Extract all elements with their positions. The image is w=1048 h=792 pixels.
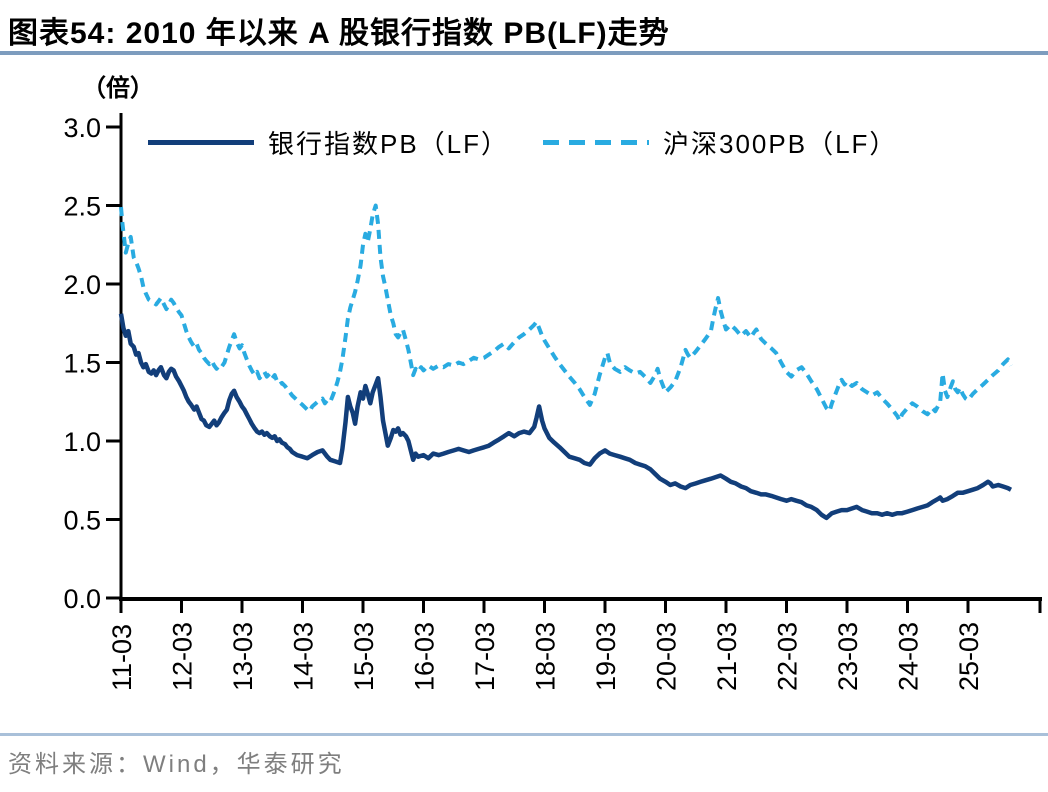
- y-tick-label: 1.5: [63, 349, 101, 379]
- x-tick-label: 18-03: [531, 622, 561, 691]
- x-tick-label: 19-03: [591, 622, 621, 691]
- y-tick-label: 2.0: [63, 270, 101, 300]
- y-axis-unit-label: （倍）: [82, 75, 154, 102]
- x-tick-label: 22-03: [773, 622, 803, 691]
- x-tick-label: 15-03: [349, 622, 379, 691]
- legend-item-csi300-pb: 沪深300PB（LF）: [543, 126, 898, 159]
- x-tick-label: 23-03: [833, 622, 863, 691]
- x-tick-label: 13-03: [228, 622, 258, 691]
- legend-label-bank-pb: 银行指数PB（LF）: [268, 128, 510, 159]
- x-tick-label: 20-03: [652, 622, 682, 691]
- legend-label-csi300-pb: 沪深300PB（LF）: [663, 128, 898, 159]
- title-underline: [0, 51, 1048, 55]
- x-tick-label: 24-03: [894, 622, 924, 691]
- source-note: 资料来源：Wind，华泰研究: [8, 751, 345, 778]
- legend-item-bank-pb: 银行指数PB（LF）: [148, 126, 510, 159]
- x-tick-label: 12-03: [168, 622, 198, 691]
- y-tick-label: 0.5: [63, 506, 101, 536]
- x-tick-label: 11-03: [107, 624, 137, 691]
- bank-pb-line: [118, 313, 1013, 521]
- x-tick-label: 21-03: [712, 622, 742, 691]
- y-tick-label: 0.0: [63, 584, 101, 614]
- chart-title: 图表54: 2010 年以来 A 股银行指数 PB(LF)走势: [8, 17, 670, 50]
- y-tick-label: 1.0: [63, 427, 101, 457]
- csi300-pb-line: [119, 203, 1013, 423]
- csi300-pb-line-swatch: [543, 139, 649, 145]
- x-tick-label: 17-03: [470, 622, 500, 691]
- y-tick-label: 3.0: [63, 113, 101, 143]
- y-tick-label: 2.5: [63, 192, 101, 222]
- source-divider: [0, 733, 1048, 736]
- chart-legend: 银行指数PB（LF） 沪深300PB（LF）: [0, 126, 1048, 159]
- x-tick-label: 16-03: [410, 622, 440, 691]
- x-tick-label: 25-03: [954, 622, 984, 691]
- x-tick-label: 14-03: [289, 622, 319, 691]
- bank-pb-line-swatch: [148, 139, 254, 145]
